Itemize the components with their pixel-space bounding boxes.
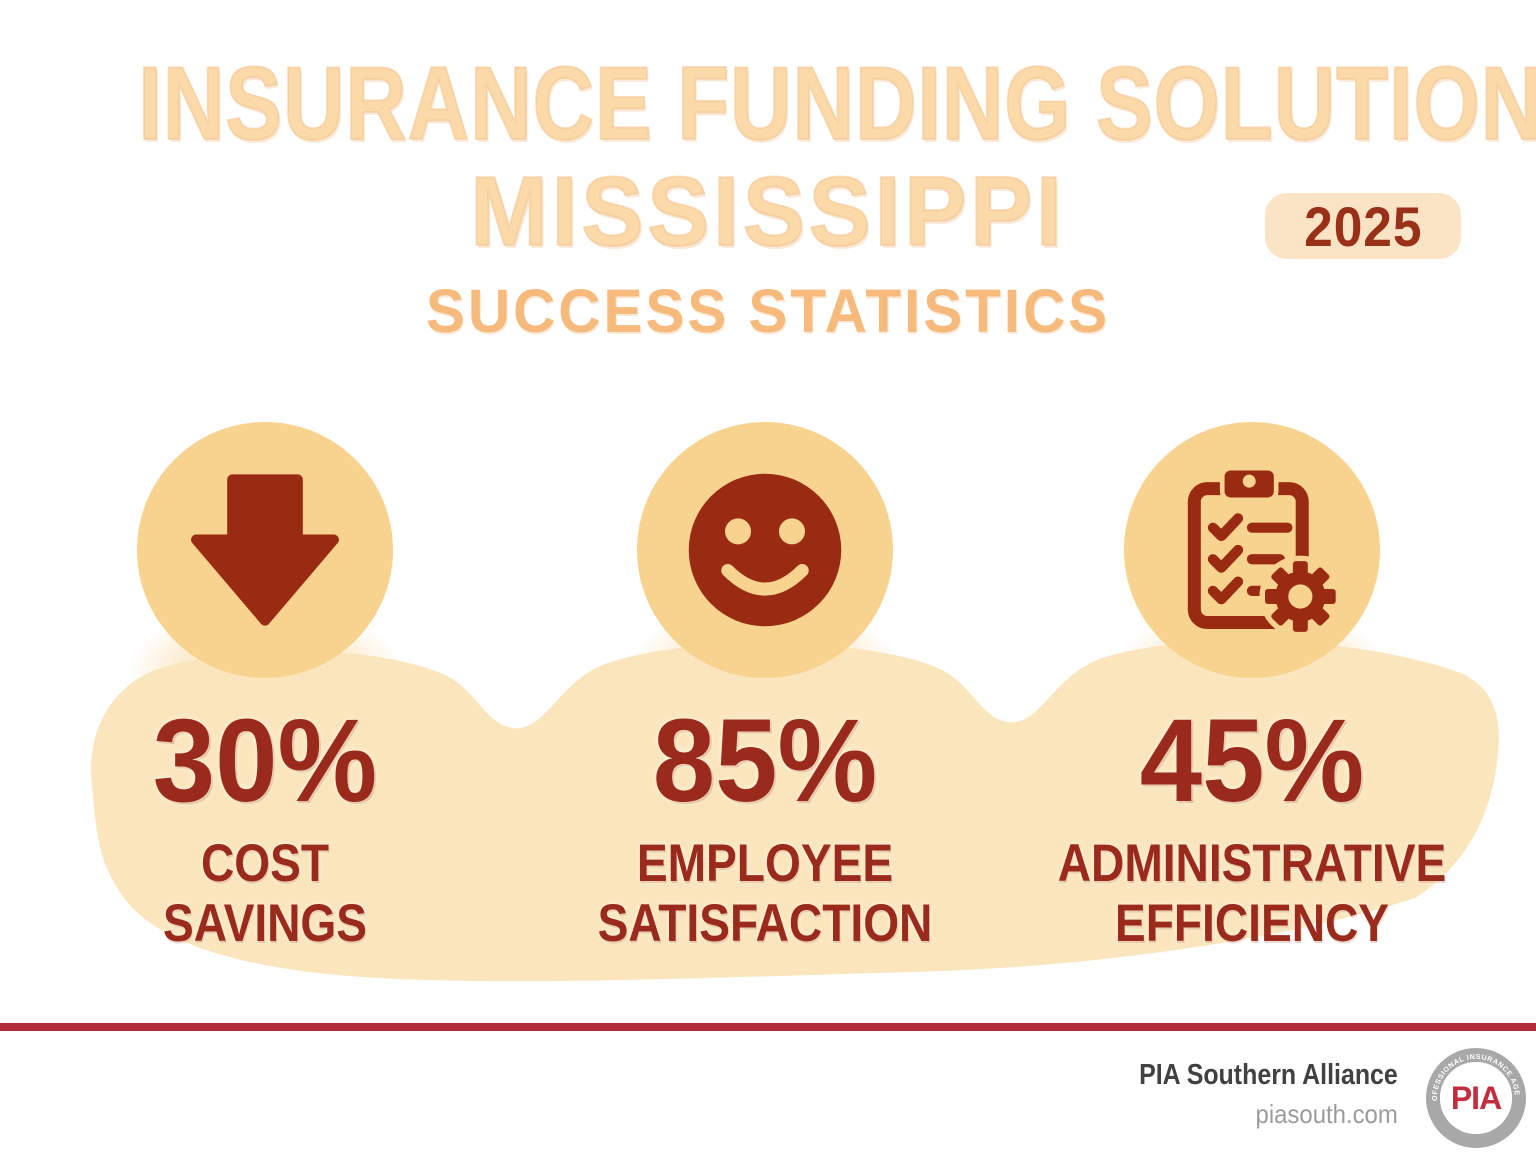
gear-icon: [1265, 561, 1336, 632]
logo-center-text: PIA: [1451, 1080, 1502, 1116]
stat-label: ADMINISTRATIVE EFFICIENCY: [1035, 834, 1470, 955]
stat-circle-employee-satisfaction: [637, 422, 893, 678]
page-title-line1: INSURANCE FUNDING SOLUTIONS: [137, 46, 1536, 162]
smiley-face-icon: [688, 473, 842, 627]
footer-org-name: PIA Southern Alliance: [1139, 1059, 1398, 1091]
stat-label-line2: SAVINGS: [162, 894, 368, 954]
pia-seal-logo: PROFESSIONAL INSURANCE AGENTS SOUTHERN A…: [1424, 1046, 1526, 1148]
stat-label: EMPLOYEE SATISFACTION: [548, 834, 983, 955]
stat-circle-administrative-efficiency: [1124, 422, 1380, 678]
stat-label-line1: COST: [200, 834, 330, 893]
stat-value: 85%: [652, 695, 878, 827]
stat-administrative-efficiency: 45% ADMINISTRATIVE EFFICIENCY: [1002, 702, 1502, 955]
footer-divider-line: [0, 1023, 1536, 1031]
year-badge: 2025: [1265, 193, 1461, 259]
background-blob: [91, 640, 1499, 982]
clipboard-checklist-gear-icon: [1187, 465, 1342, 638]
stat-cost-savings: 30% COST SAVINGS: [15, 702, 515, 955]
stat-label: COST SAVINGS: [48, 834, 483, 955]
stat-circle-cost-savings: [137, 422, 393, 678]
stat-employee-satisfaction: 85% EMPLOYEE SATISFACTION: [515, 702, 1015, 955]
footer-text-block: PIA Southern Alliance piasouth.com: [1097, 1058, 1398, 1130]
stat-value: 45%: [1139, 695, 1365, 827]
year-badge-label: 2025: [1303, 194, 1423, 258]
page-title-line2: MISSISSIPPI: [469, 156, 1066, 266]
stat-value: 30%: [152, 695, 378, 827]
arrow-down-icon: [191, 474, 339, 626]
stat-label-line1: EMPLOYEE: [636, 834, 894, 893]
page-subtitle: SUCCESS STATISTICS: [425, 277, 1111, 345]
footer-website: piasouth.com: [1255, 1098, 1398, 1129]
stat-label-line1: ADMINISTRATIVE: [1057, 834, 1447, 893]
stat-label-line2: EFFICIENCY: [1114, 894, 1390, 954]
stat-label-line2: SATISFACTION: [597, 894, 933, 954]
